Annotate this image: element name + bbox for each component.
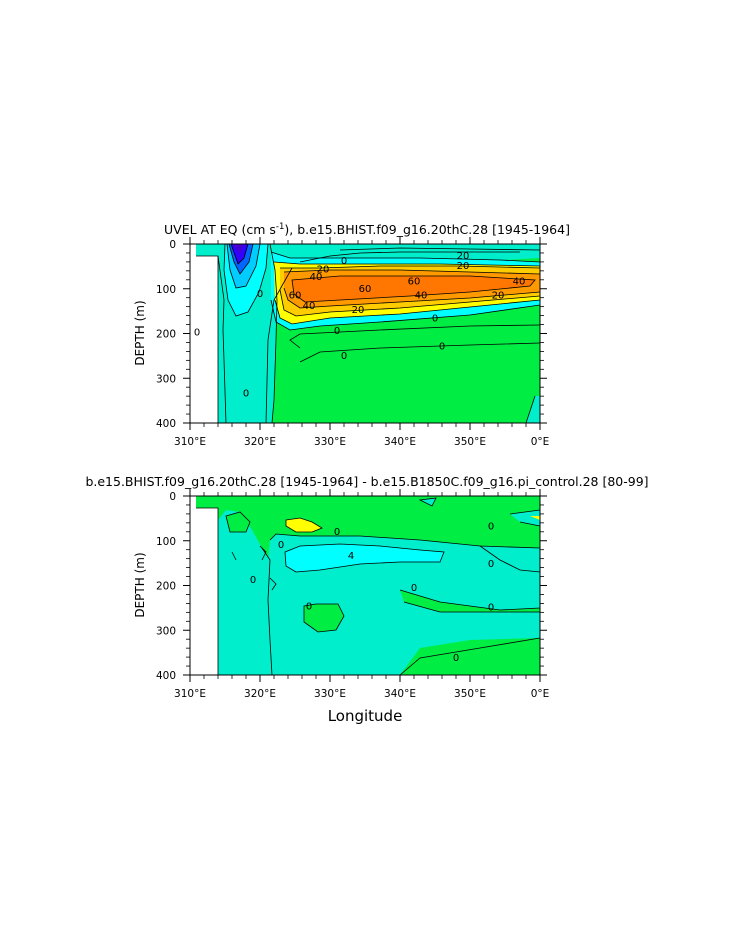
y-tick-label: 200 (156, 581, 176, 593)
fill-green-small (226, 512, 250, 532)
fill-yellow (286, 518, 322, 532)
y-tick-label: 400 (156, 418, 176, 430)
contour-label: 0 (488, 522, 494, 533)
contour-label: 0 (341, 351, 347, 362)
panel-2-title: b.e15.BHIST.f09_g16.20thC.28 [1945-1964]… (85, 474, 648, 489)
y-tick-label: 200 (156, 329, 176, 341)
contour-label: 0 (488, 603, 494, 614)
x-tick-label: 340°E (384, 688, 416, 700)
contour-label: 0 (432, 313, 438, 324)
contour-label: 20 (317, 265, 330, 276)
y-tick-label: 100 (156, 284, 176, 296)
contour-label: 40 (415, 291, 428, 302)
contour-label: 0 (243, 389, 249, 400)
land-mask (190, 508, 218, 675)
fill-teal (268, 534, 540, 675)
y-tick-label: 400 (156, 670, 176, 682)
land-mask-top (190, 496, 196, 508)
x-tick-label: 330°E (314, 688, 346, 700)
panel-1-contour-fill (190, 244, 540, 423)
panel-2-xlabel: Longitude (328, 707, 403, 725)
contour-label: 40 (303, 301, 316, 312)
x-tick-label: 310°E (174, 436, 206, 448)
contour-label: 0 (334, 326, 340, 337)
fill-green-patch (304, 604, 344, 632)
fill-teal-west (218, 510, 272, 675)
contour-label: 0 (439, 342, 445, 353)
panel-1-ylabel: DEPTH (m) (133, 300, 147, 365)
contour-label: 0 (488, 559, 494, 570)
panel-1-axes: 310°E 320°E 330°E 340°E 350°E 0°E010020030040… (156, 237, 549, 448)
contour-label: 0 (341, 256, 347, 267)
contour-label: 20 (352, 305, 365, 316)
y-tick-label: 100 (156, 536, 176, 548)
fill-indigo (231, 244, 248, 264)
contour-label: 40 (310, 272, 323, 283)
panel-2-contour-lines (196, 497, 540, 675)
contour-label: 4 (348, 551, 354, 562)
contour-label: 0 (306, 602, 312, 613)
x-tick-label: 320°E (244, 688, 276, 700)
land-mask (190, 256, 218, 423)
contour-label: 0 (334, 527, 340, 538)
x-tick-label: 0°E (531, 436, 550, 448)
land-mask-top (190, 244, 196, 256)
contour-label: 20 (457, 261, 470, 272)
panel-1-contour-lines (196, 244, 540, 423)
panel-2-contour-labels: 0 0 4 0 0 0 0 0 0 0 (250, 522, 494, 665)
panel-2-axes: 310°E 320°E 330°E 340°E 350°E 0°E010020030040… (156, 489, 549, 700)
y-tick-label: 0 (169, 239, 176, 251)
contour-label: 20 (457, 251, 470, 262)
fill-violet (233, 244, 244, 254)
x-tick-label: 330°E (314, 436, 346, 448)
x-tick-label: 350°E (454, 436, 486, 448)
contour-label: 0 (194, 327, 200, 338)
panel-2: b.e15.BHIST.f09_g16.20thC.28 [1945-1964]… (85, 474, 648, 725)
x-tick-label: 350°E (454, 688, 486, 700)
x-tick-label: 310°E (174, 688, 206, 700)
panel-2-ylabel: DEPTH (m) (133, 552, 147, 617)
contour-label: 60 (408, 277, 421, 288)
fill-cyan (285, 544, 444, 572)
x-tick-label: 340°E (384, 436, 416, 448)
y-tick-label: 300 (156, 373, 176, 385)
contour-label: 0 (453, 653, 459, 664)
contour-label: 0 (250, 575, 256, 586)
contour-label: 60 (289, 291, 302, 302)
contour-label: 0 (278, 540, 284, 551)
contour-label: 0 (257, 289, 263, 300)
contour-label: 20 (492, 291, 505, 302)
x-tick-label: 320°E (244, 436, 276, 448)
panel-1-title: UVEL AT EQ (cm s-1), b.e15.BHIST.f09_g16… (164, 222, 570, 237)
fill-teal-corner (526, 396, 540, 423)
y-tick-label: 0 (169, 491, 176, 503)
fill-deeporange (292, 276, 535, 302)
y-tick-label: 300 (156, 625, 176, 637)
contour-label: 40 (513, 277, 526, 288)
contour-label: 0 (411, 583, 417, 594)
panel-1: UVEL AT EQ (cm s-1), b.e15.BHIST.f09_g16… (133, 222, 570, 448)
x-tick-label: 0°E (531, 688, 550, 700)
contour-label: 60 (359, 284, 372, 295)
